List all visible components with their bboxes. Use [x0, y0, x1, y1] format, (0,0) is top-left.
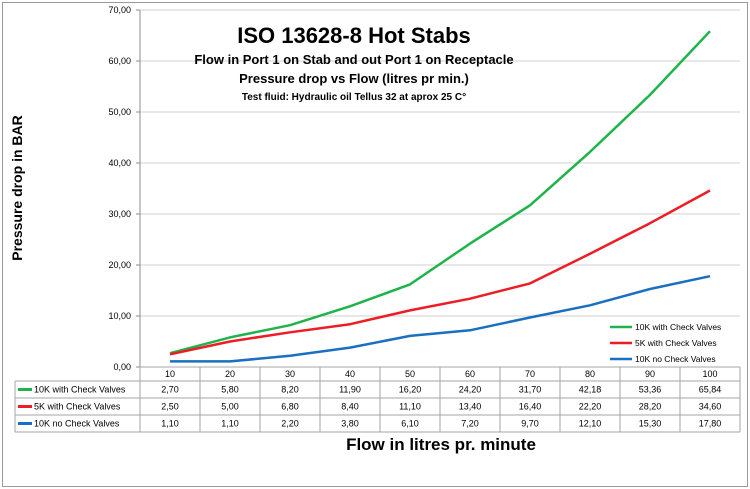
y-tick-label: 60,00 [108, 56, 131, 66]
chart-subtitle-2: Pressure drop vs Flow (litres pr min.) [239, 71, 469, 86]
series-lines [169, 30, 711, 363]
table-cell-value: 8,40 [341, 402, 359, 412]
table-cell-value: 11,10 [399, 402, 421, 412]
table-cell-value: 5,00 [221, 402, 239, 412]
y-tick-label: 50,00 [108, 107, 131, 117]
x-tick-label: 20 [225, 369, 235, 379]
table-cell-value: 31,70 [519, 385, 542, 395]
table-cell-value: 6,80 [281, 402, 299, 412]
gridlines [140, 9, 740, 317]
chart-subtitle-3: Test fluid: Hydraulic oil Tellus 32 at a… [242, 92, 466, 103]
table-cell-value: 42,18 [579, 385, 602, 395]
x-tick-label: 30 [285, 369, 295, 379]
y-tick-label: 30,00 [108, 209, 131, 219]
x-tick-label: 90 [645, 369, 655, 379]
table-series-name: 10K with Check Valves [34, 385, 126, 395]
x-tick-label: 100 [702, 369, 717, 379]
table-cell-value: 8,20 [281, 385, 299, 395]
y-axis-ticks: 0,00 10,00 20,00 30,00 40,00 50,00 60,00 70,00 [108, 5, 140, 372]
table-cell-value: 65,84 [699, 385, 722, 395]
table-cell-value: 24,20 [459, 385, 482, 395]
table-cell-value: 16,20 [399, 385, 422, 395]
y-tick-label: 10,00 [108, 311, 131, 321]
table-cell-value: 2,20 [281, 419, 299, 429]
legend-label: 10K no Check Valves [635, 354, 716, 364]
table-cell-value: 22,20 [579, 402, 602, 412]
x-tick-label: 40 [345, 369, 355, 379]
y-axis-label: Pressure drop in BAR [9, 115, 25, 260]
series-line [170, 274, 711, 363]
table-cell-value: 53,36 [639, 385, 662, 395]
x-tick-label: 10 [165, 369, 175, 379]
table-cell-value: 2,50 [161, 402, 179, 412]
y-tick-label: 20,00 [108, 260, 131, 270]
table-cell-value: 9,70 [521, 419, 539, 429]
x-tick-label: 50 [405, 369, 415, 379]
y-tick-label: 0,00 [113, 362, 131, 372]
series-line [169, 189, 711, 356]
data-table: 10 20 30 40 50 60 70 80 90 100 10K with Check Valv… [14, 366, 741, 433]
table-cell-value: 17,80 [699, 419, 722, 429]
chart-subtitle-1: Flow in Port 1 on Stab and out Port 1 on… [194, 52, 513, 67]
x-tick-label: 60 [465, 369, 475, 379]
table-cell-value: 12,10 [579, 419, 602, 429]
table-cell-value: 15,30 [639, 419, 662, 429]
y-tick-label: 40,00 [108, 158, 131, 168]
x-tick-label: 80 [585, 369, 595, 379]
series-line [169, 30, 711, 355]
legend-label: 10K with Check Valves [635, 322, 721, 332]
table-cell-value: 16,40 [519, 402, 542, 412]
table-cell-value: 1,10 [161, 419, 179, 429]
table-cell-value: 3,80 [341, 419, 359, 429]
table-cell-value: 34,60 [699, 402, 722, 412]
table-series-name: 5K with Check Valves [34, 402, 121, 412]
y-tick-label: 70,00 [108, 5, 131, 15]
legend: 10K with Check Valves 5K with Check Valve… [610, 322, 721, 364]
table-cell-value: 1,10 [221, 419, 239, 429]
table-series-name: 10K no Check Valves [34, 419, 120, 429]
table-cell-value: 5,80 [221, 385, 239, 395]
table-cell-value: 28,20 [639, 402, 662, 412]
x-axis-label: Flow in litres pr. minute [346, 435, 536, 454]
table-cell-value: 13,40 [459, 402, 482, 412]
legend-label: 5K with Check Valves [635, 338, 717, 348]
table-cell-value: 6,10 [401, 419, 419, 429]
table-cell-value: 11,90 [339, 385, 361, 395]
x-tick-label: 70 [525, 369, 535, 379]
table-cell-value: 2,70 [161, 385, 179, 395]
chart-title: ISO 13628-8 Hot Stabs [237, 23, 471, 48]
table-cell-value: 7,20 [461, 419, 479, 429]
